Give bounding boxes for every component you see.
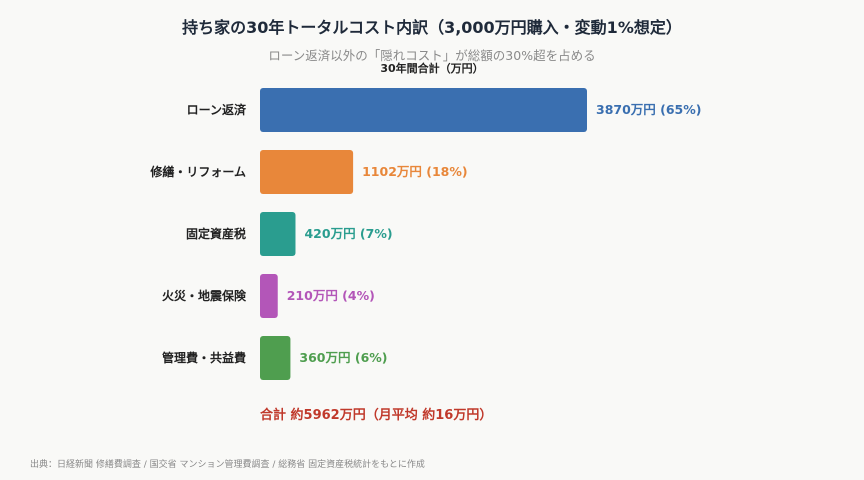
bar xyxy=(260,274,278,318)
bar xyxy=(260,88,587,132)
bar xyxy=(260,150,354,194)
axis-label: 30年間合計（万円） xyxy=(380,62,484,75)
category-label: 修繕・リフォーム xyxy=(149,164,246,179)
chart-title: 持ち家の30年トータルコスト内訳（3,000万円購入・変動1%想定） xyxy=(182,18,682,37)
data-label: 360万円 (6%) xyxy=(299,350,387,365)
data-label: 3870万円 (65%) xyxy=(596,102,702,117)
source-note: 出典：日経新聞 修繕費調査 / 国交省 マンション管理費調査 / 総務省 固定資… xyxy=(30,460,425,470)
category-label: 火災・地震保険 xyxy=(162,288,247,303)
data-label: 210万円 (4%) xyxy=(287,288,375,303)
bar xyxy=(260,212,296,256)
total-label: 合計 約5962万円（月平均 約16万円） xyxy=(260,408,493,423)
chart-subtitle: ローン返済以外の「隠れコスト」が総額の30%超を占める xyxy=(268,48,596,63)
category-label: ローン返済 xyxy=(187,102,247,117)
bar xyxy=(260,336,291,380)
data-label: 420万円 (7%) xyxy=(304,226,392,241)
bar-chart: ローン返済 3870万円 (65%) 修繕・リフォーム 1102万円 (18%) 固定資… xyxy=(149,88,702,380)
category-label: 管理費・共益費 xyxy=(162,350,246,365)
category-label: 固定資産税 xyxy=(186,226,246,241)
data-label: 1102万円 (18%) xyxy=(362,164,468,179)
